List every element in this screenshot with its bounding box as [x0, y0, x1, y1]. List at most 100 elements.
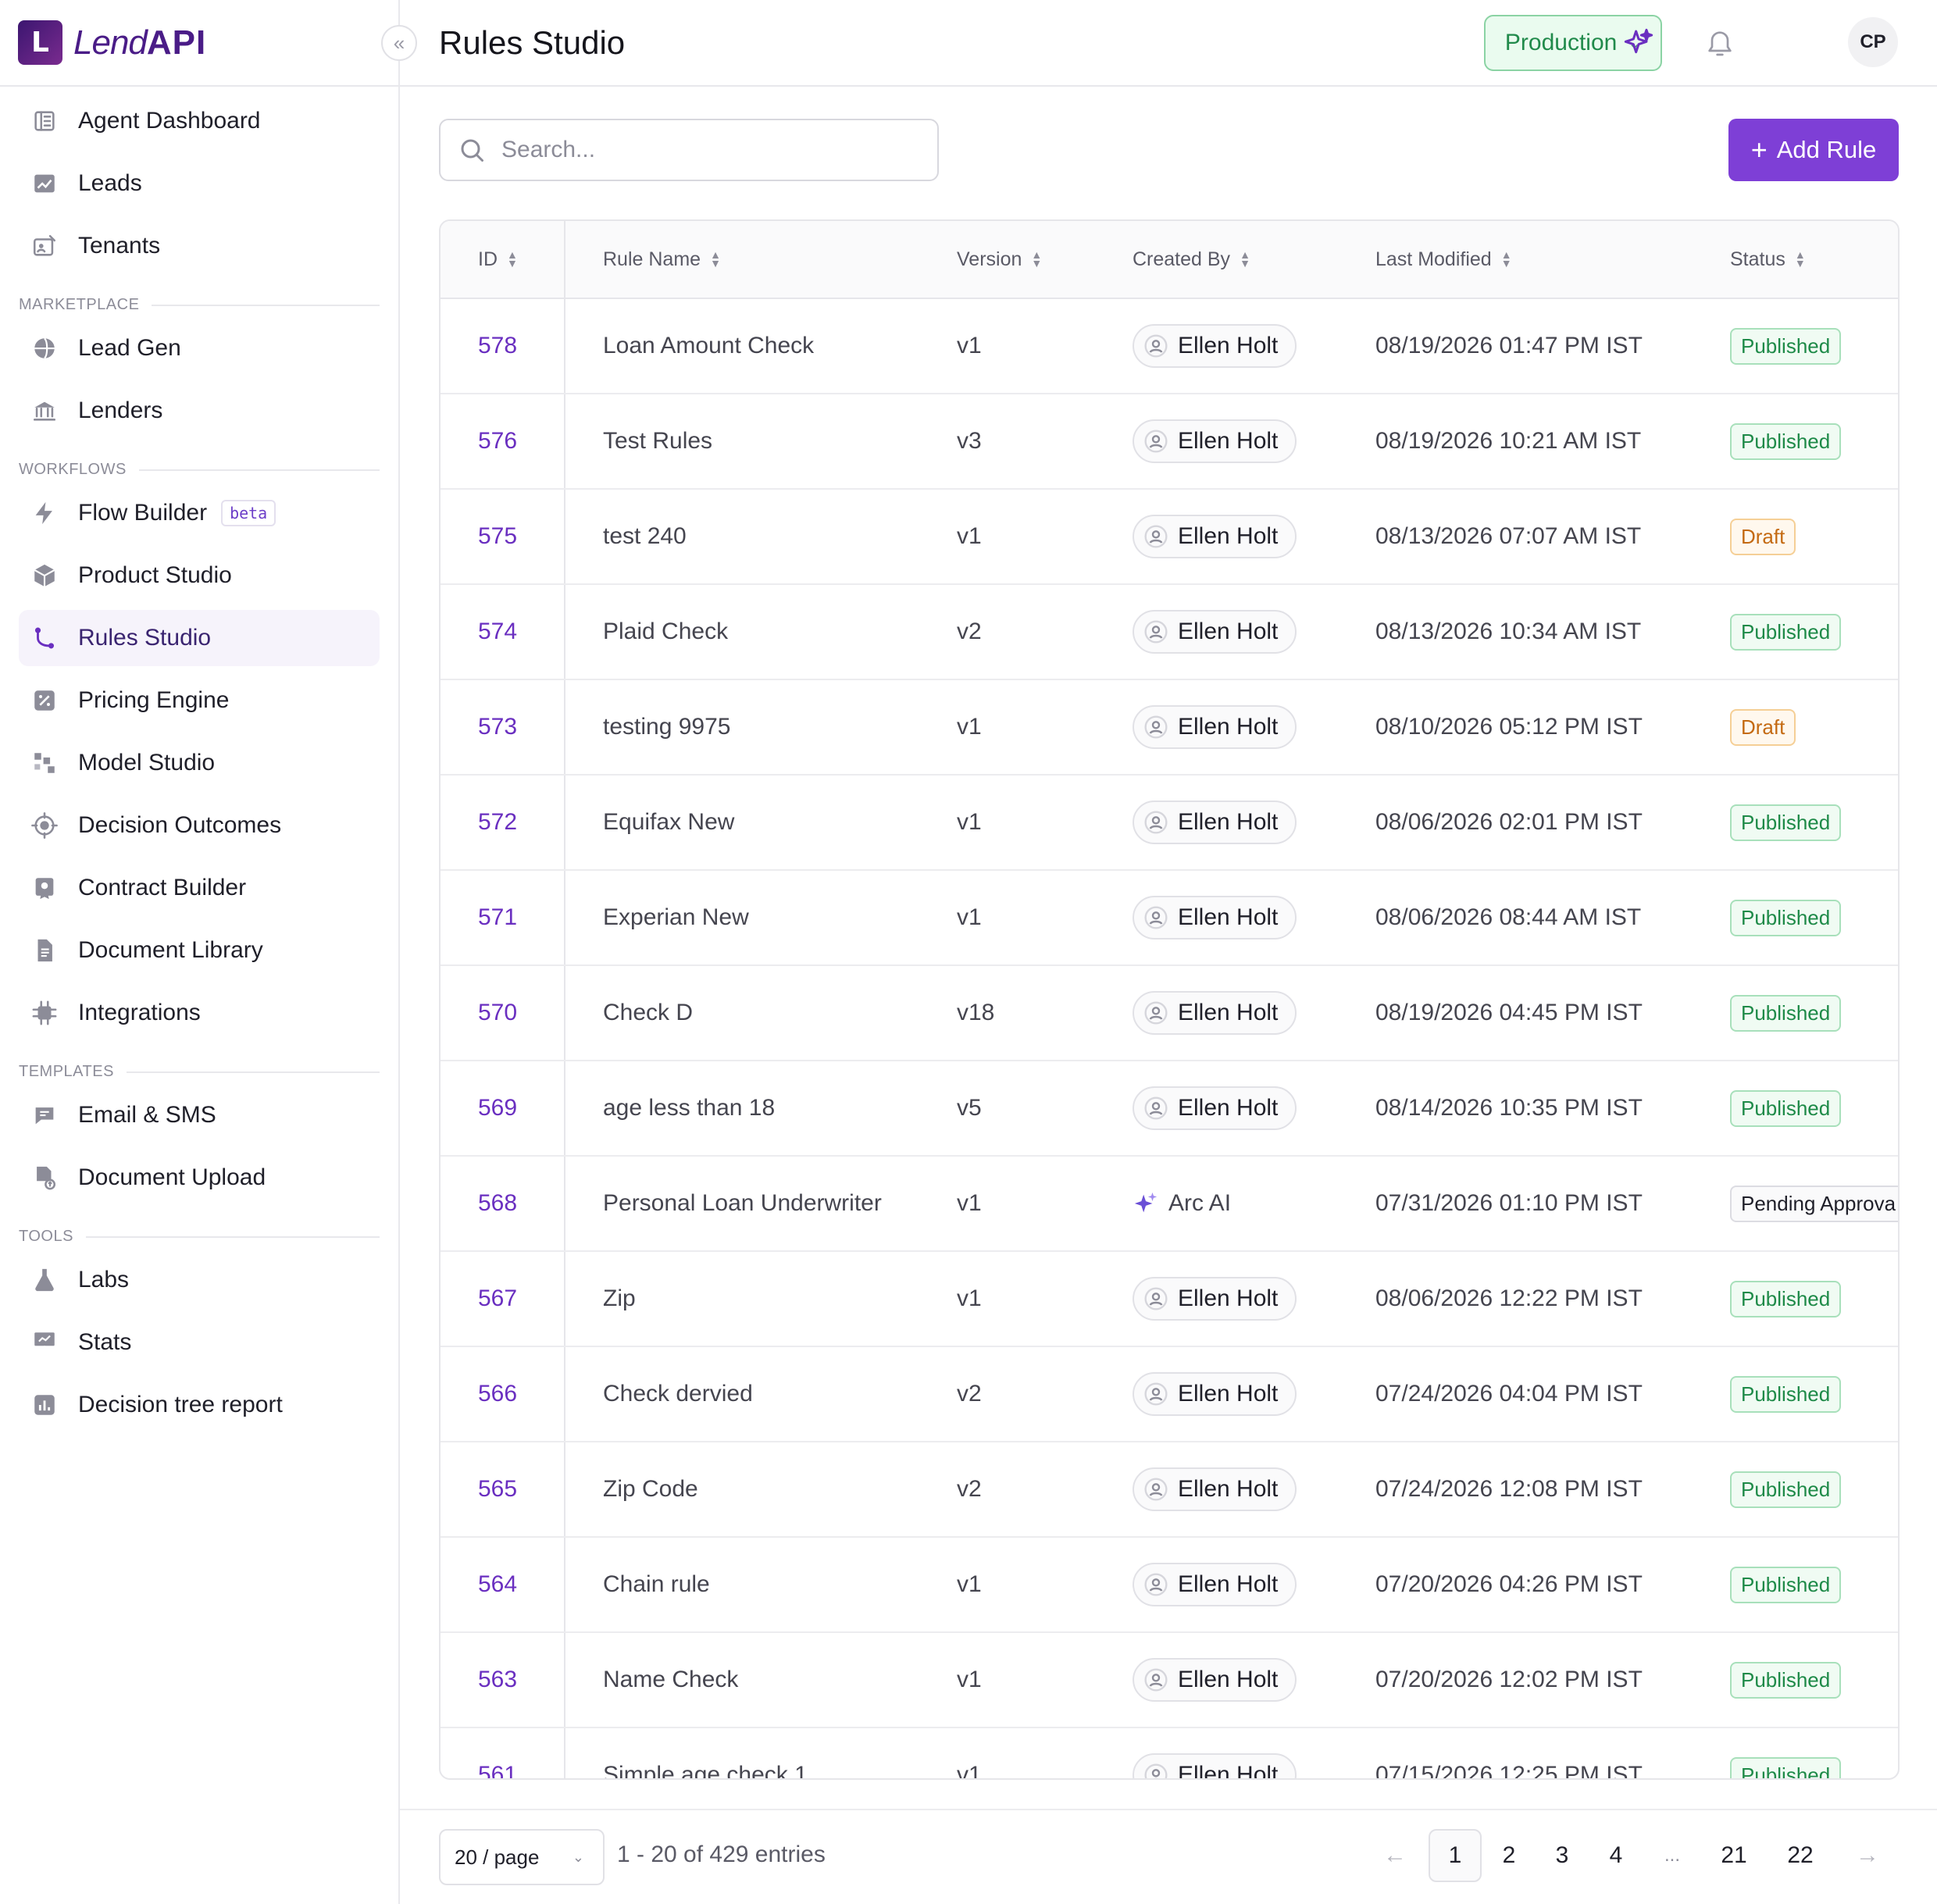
page-button[interactable]: 2 [1502, 1842, 1516, 1868]
bar-report-icon [34, 1395, 55, 1415]
th-id[interactable]: ID ▲ ▼ [478, 248, 518, 271]
table-row[interactable]: 570 Check D v18 Ellen Holt 08/19/2026 04… [441, 966, 1898, 1061]
status-cell: Published [1730, 1538, 1842, 1631]
table-row[interactable]: 564 Chain rule v1 Ellen Holt 07/20/2026 … [441, 1538, 1898, 1633]
rule-version: v1 [957, 333, 982, 358]
table-row[interactable]: 561 Simple age check 1 v1 Ellen Holt 07/… [441, 1728, 1898, 1780]
table-row[interactable]: 566 Check dervied v2 Ellen Holt 07/24/20… [441, 1347, 1898, 1442]
sidebar-item-product-studio[interactable]: Product Studio [19, 547, 380, 604]
table-row[interactable]: 569 age less than 18 v5 Ellen Holt 08/14… [441, 1061, 1898, 1157]
logo-word-2: API [146, 23, 207, 62]
table-row[interactable]: 572 Equifax New v1 Ellen Holt 08/06/2026… [441, 776, 1898, 871]
rule-id-link[interactable]: 572 [478, 809, 518, 835]
table-row[interactable]: 563 Name Check v1 Ellen Holt 07/20/2026 … [441, 1633, 1898, 1728]
prev-page-arrow-icon[interactable]: ← [1383, 1842, 1407, 1868]
rule-id-link[interactable]: 565 [478, 1476, 518, 1502]
table-row[interactable]: 567 Zip v1 Ellen Holt 08/06/2026 12:22 P… [441, 1252, 1898, 1347]
sidebar-item-flow-builder[interactable]: Flow Builder beta [19, 485, 380, 541]
th-last-modified[interactable]: Last Modified ▲ ▼ [1375, 248, 1512, 271]
table-row[interactable]: 578 Loan Amount Check v1 Ellen Holt 08/1… [441, 299, 1898, 394]
page-title: Rules Studio [439, 23, 626, 61]
created-by-cell: Ellen Holt [1133, 1252, 1297, 1346]
table-row[interactable]: 573 testing 9975 v1 Ellen Holt 08/10/202… [441, 680, 1898, 776]
rule-id-link[interactable]: 574 [478, 619, 518, 644]
user-icon [1144, 715, 1168, 739]
user-avatar[interactable]: CP [1848, 17, 1898, 67]
table-row[interactable]: 575 test 240 v1 Ellen Holt 08/13/2026 07… [441, 490, 1898, 585]
add-rule-button[interactable]: + Add Rule [1728, 119, 1899, 181]
th-status[interactable]: Status ▲ ▼ [1730, 248, 1806, 271]
page-button[interactable]: 1 [1429, 1829, 1482, 1882]
rule-version: v1 [957, 714, 982, 740]
table-row[interactable]: 565 Zip Code v2 Ellen Holt 07/24/2026 12… [441, 1442, 1898, 1538]
th-version[interactable]: Version ▲ ▼ [957, 248, 1042, 271]
search-input[interactable] [501, 137, 923, 163]
sidebar-item-labs[interactable]: Labs [19, 1252, 380, 1308]
status-badge: Published [1730, 1471, 1842, 1508]
rule-id-link[interactable]: 571 [478, 904, 518, 930]
last-modified: 08/13/2026 07:07 AM IST [1375, 523, 1642, 549]
rule-name: Plaid Check [603, 619, 729, 644]
table-row[interactable]: 576 Test Rules v3 Ellen Holt 08/19/2026 … [441, 394, 1898, 490]
sidebar-item-label: Decision Outcomes [78, 812, 282, 838]
table-row[interactable]: 568 Personal Loan Underwriter v1 Arc AI … [441, 1157, 1898, 1252]
rule-id-link[interactable]: 563 [478, 1667, 518, 1692]
created-by-name: Arc AI [1168, 1190, 1232, 1216]
table-row[interactable]: 571 Experian New v1 Ellen Holt 08/06/202… [441, 871, 1898, 966]
rule-id-link[interactable]: 568 [478, 1190, 518, 1216]
sidebar-item-decision-outcomes[interactable]: Decision Outcomes [19, 797, 380, 854]
sidebar-item-model-studio[interactable]: Model Studio [19, 735, 380, 791]
sidebar-item-email-sms[interactable]: Email & SMS [19, 1087, 380, 1143]
search-input-wrapper[interactable] [439, 119, 939, 181]
th-created-by-label: Created By [1133, 248, 1231, 270]
rule-id-link[interactable]: 570 [478, 1000, 518, 1025]
rule-name: Test Rules [603, 428, 713, 454]
sidebar-item-document-upload[interactable]: Document Upload [19, 1150, 380, 1206]
sidebar-item-agent-dashboard[interactable]: Agent Dashboard [19, 93, 380, 149]
created-by-name: Ellen Holt [1178, 1000, 1279, 1025]
next-page-arrow-icon[interactable]: → [1856, 1842, 1879, 1868]
page-button[interactable]: 22 [1787, 1842, 1814, 1868]
rule-id-link[interactable]: 573 [478, 714, 518, 740]
column-divider [564, 299, 565, 393]
sidebar-item-tenants[interactable]: Tenants [19, 218, 380, 274]
sidebar-item-decision-tree-report[interactable]: Decision tree report [19, 1377, 380, 1433]
sidebar-item-lenders[interactable]: Lenders [19, 383, 380, 439]
sidebar-item-leads[interactable]: Leads [19, 155, 380, 212]
page-size-select[interactable]: 20 / page ⌄ [439, 1829, 605, 1885]
collapse-sidebar-button[interactable]: « [381, 25, 417, 61]
sidebar-item-contract-builder[interactable]: Contract Builder [19, 860, 380, 916]
status-badge: Published [1730, 327, 1842, 365]
rule-id-link[interactable]: 566 [478, 1381, 518, 1407]
rule-id-link[interactable]: 569 [478, 1095, 518, 1121]
rule-id-link[interactable]: 575 [478, 523, 518, 549]
blocks-icon-wrap [31, 750, 58, 776]
rule-id-link[interactable]: 578 [478, 333, 518, 358]
rule-id-link[interactable]: 564 [478, 1571, 518, 1597]
notifications-button[interactable] [1696, 20, 1743, 66]
rule-id-link[interactable]: 567 [478, 1285, 518, 1311]
th-rule-name[interactable]: Rule Name ▲ ▼ [603, 248, 721, 271]
created-by-name: Ellen Holt [1178, 1667, 1279, 1692]
status-cell: Pending Approva [1730, 1157, 1898, 1250]
page-button[interactable]: 21 [1721, 1842, 1747, 1868]
table-row[interactable]: 574 Plaid Check v2 Ellen Holt 08/13/2026… [441, 585, 1898, 680]
ai-sparkle-button[interactable] [1615, 20, 1662, 66]
user-chip: Ellen Holt [1133, 1467, 1297, 1511]
sidebar-item-stats[interactable]: Stats [19, 1314, 380, 1371]
sidebar-item-lead-gen[interactable]: Lead Gen [19, 320, 380, 376]
rule-id-link[interactable]: 576 [478, 428, 518, 454]
sidebar-item-pricing-engine[interactable]: Pricing Engine [19, 672, 380, 729]
brand[interactable]: L Lend API « [0, 0, 417, 87]
sidebar-item-integrations[interactable]: Integrations [19, 985, 380, 1041]
sidebar-item-document-library[interactable]: Document Library [19, 922, 380, 979]
sidebar-item-rules-studio[interactable]: Rules Studio [19, 610, 380, 666]
table-body: 578 Loan Amount Check v1 Ellen Holt 08/1… [441, 299, 1898, 1780]
th-id-label: ID [478, 248, 498, 270]
page-button[interactable]: 3 [1555, 1842, 1569, 1868]
rule-id-link[interactable]: 561 [478, 1762, 518, 1780]
column-divider [564, 1442, 565, 1536]
created-by-cell: Ellen Holt [1133, 680, 1297, 774]
page-button[interactable]: 4 [1609, 1842, 1623, 1868]
th-created-by[interactable]: Created By ▲ ▼ [1133, 248, 1250, 271]
